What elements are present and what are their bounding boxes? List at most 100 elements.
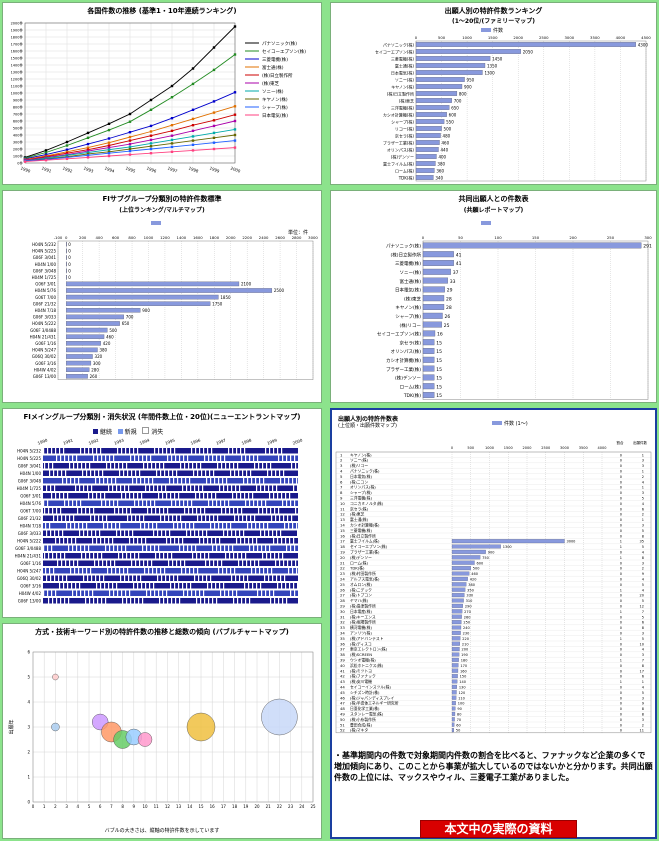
gap-mark (262, 508, 264, 514)
gap-mark (289, 493, 291, 499)
gap-mark (195, 545, 197, 551)
bar-chart: -100 0 200 400 600 800 1000 1200 1400 1600 1800 200… (30, 235, 318, 380)
x-tick-label: 1400 (177, 235, 187, 240)
gap-mark (61, 560, 63, 566)
gap-mark (267, 568, 269, 574)
gap-mark (146, 455, 148, 461)
gap-mark (90, 515, 92, 521)
x-tick-label: 22 (277, 804, 283, 809)
category-label: ソニー(株) (395, 76, 415, 82)
gap-mark (121, 545, 123, 551)
gap-mark (234, 568, 236, 574)
cell-value: 0 (620, 551, 622, 555)
bar (451, 674, 458, 679)
gap-mark (249, 455, 251, 461)
data-point (170, 84, 174, 88)
gap-mark (51, 493, 53, 499)
row-name: 日本電産(株) (350, 609, 372, 614)
gap-mark (66, 523, 68, 529)
gap-mark (132, 530, 134, 536)
gap-mark (85, 553, 87, 559)
gap-mark (68, 455, 70, 461)
gap-mark (96, 493, 98, 499)
gap-mark (130, 598, 132, 604)
bar (66, 268, 67, 273)
data-label: 80 (457, 713, 461, 717)
row-index: 9 (340, 496, 343, 501)
gap-mark (166, 493, 168, 499)
gap-mark (81, 463, 83, 469)
gap-mark (292, 523, 294, 529)
gap-mark (273, 448, 275, 454)
gap-mark (196, 463, 198, 469)
gap-mark (155, 508, 157, 514)
gap-mark (64, 598, 66, 604)
gap-mark (138, 500, 140, 506)
cell-value: 4 (642, 502, 645, 506)
category-label: カシオ計算機(株) (386, 357, 421, 364)
gap-mark (113, 455, 115, 461)
gap-mark (77, 560, 79, 566)
gap-mark (187, 500, 189, 506)
gap-mark (211, 538, 213, 544)
data-label: 90 (457, 707, 461, 711)
gap-mark (178, 493, 180, 499)
gap-mark (163, 598, 165, 604)
data-point (128, 142, 132, 146)
bar (415, 56, 491, 61)
category-label: (株)デンソー (395, 375, 422, 382)
bar (422, 330, 436, 337)
bar (422, 374, 435, 381)
gap-mark (50, 485, 52, 491)
gap-mark (47, 500, 49, 506)
x-tick-label: 19 (243, 804, 249, 809)
gap-mark (178, 538, 180, 544)
gap-mark (150, 545, 152, 551)
gap-mark (114, 560, 116, 566)
gap-mark (251, 523, 253, 529)
gap-mark (249, 598, 251, 604)
bar (451, 603, 463, 608)
category-label: G06F 1/16 (35, 341, 56, 346)
gap-mark (214, 523, 216, 529)
gap-mark (101, 500, 103, 506)
y-tick-label: 1500件 (11, 56, 24, 61)
bar (451, 657, 459, 662)
gap-mark (94, 515, 96, 521)
gap-mark (258, 463, 260, 469)
bar (415, 112, 447, 117)
gap-mark (117, 448, 119, 454)
gap-mark (253, 545, 255, 551)
bar (451, 663, 459, 668)
gap-mark (62, 478, 64, 484)
gap-mark (72, 590, 74, 596)
data-label: 380 (99, 348, 107, 353)
panel-title: 各国件数の推移 (基準1・10年連続ランキング) (87, 7, 237, 15)
gap-mark (211, 493, 213, 499)
gap-mark (62, 575, 64, 581)
data-point (86, 146, 90, 149)
gap-mark (252, 493, 254, 499)
gap-mark (109, 455, 111, 461)
gap-mark (105, 500, 107, 506)
row-index: 33 (340, 625, 345, 630)
y-tick-label: 3 (27, 725, 30, 730)
data-label: 28 (446, 296, 452, 302)
gap-mark (144, 523, 146, 529)
gap-mark (129, 493, 131, 499)
gap-mark (169, 478, 171, 484)
gap-mark (170, 538, 172, 544)
gap-mark (54, 575, 56, 581)
x-tick-label: 1998 (188, 165, 200, 173)
data-point (128, 145, 132, 149)
x-tick-label: 4 (77, 804, 80, 809)
gap-mark (170, 493, 172, 499)
gap-mark (108, 583, 110, 589)
gap-mark (142, 455, 144, 461)
x-tick-label: 15 (198, 804, 204, 809)
gap-mark (290, 500, 292, 506)
gap-mark (220, 590, 222, 596)
gap-mark (60, 598, 62, 604)
data-label: 290 (465, 605, 472, 609)
x-tick-label: 1200 (160, 235, 170, 240)
